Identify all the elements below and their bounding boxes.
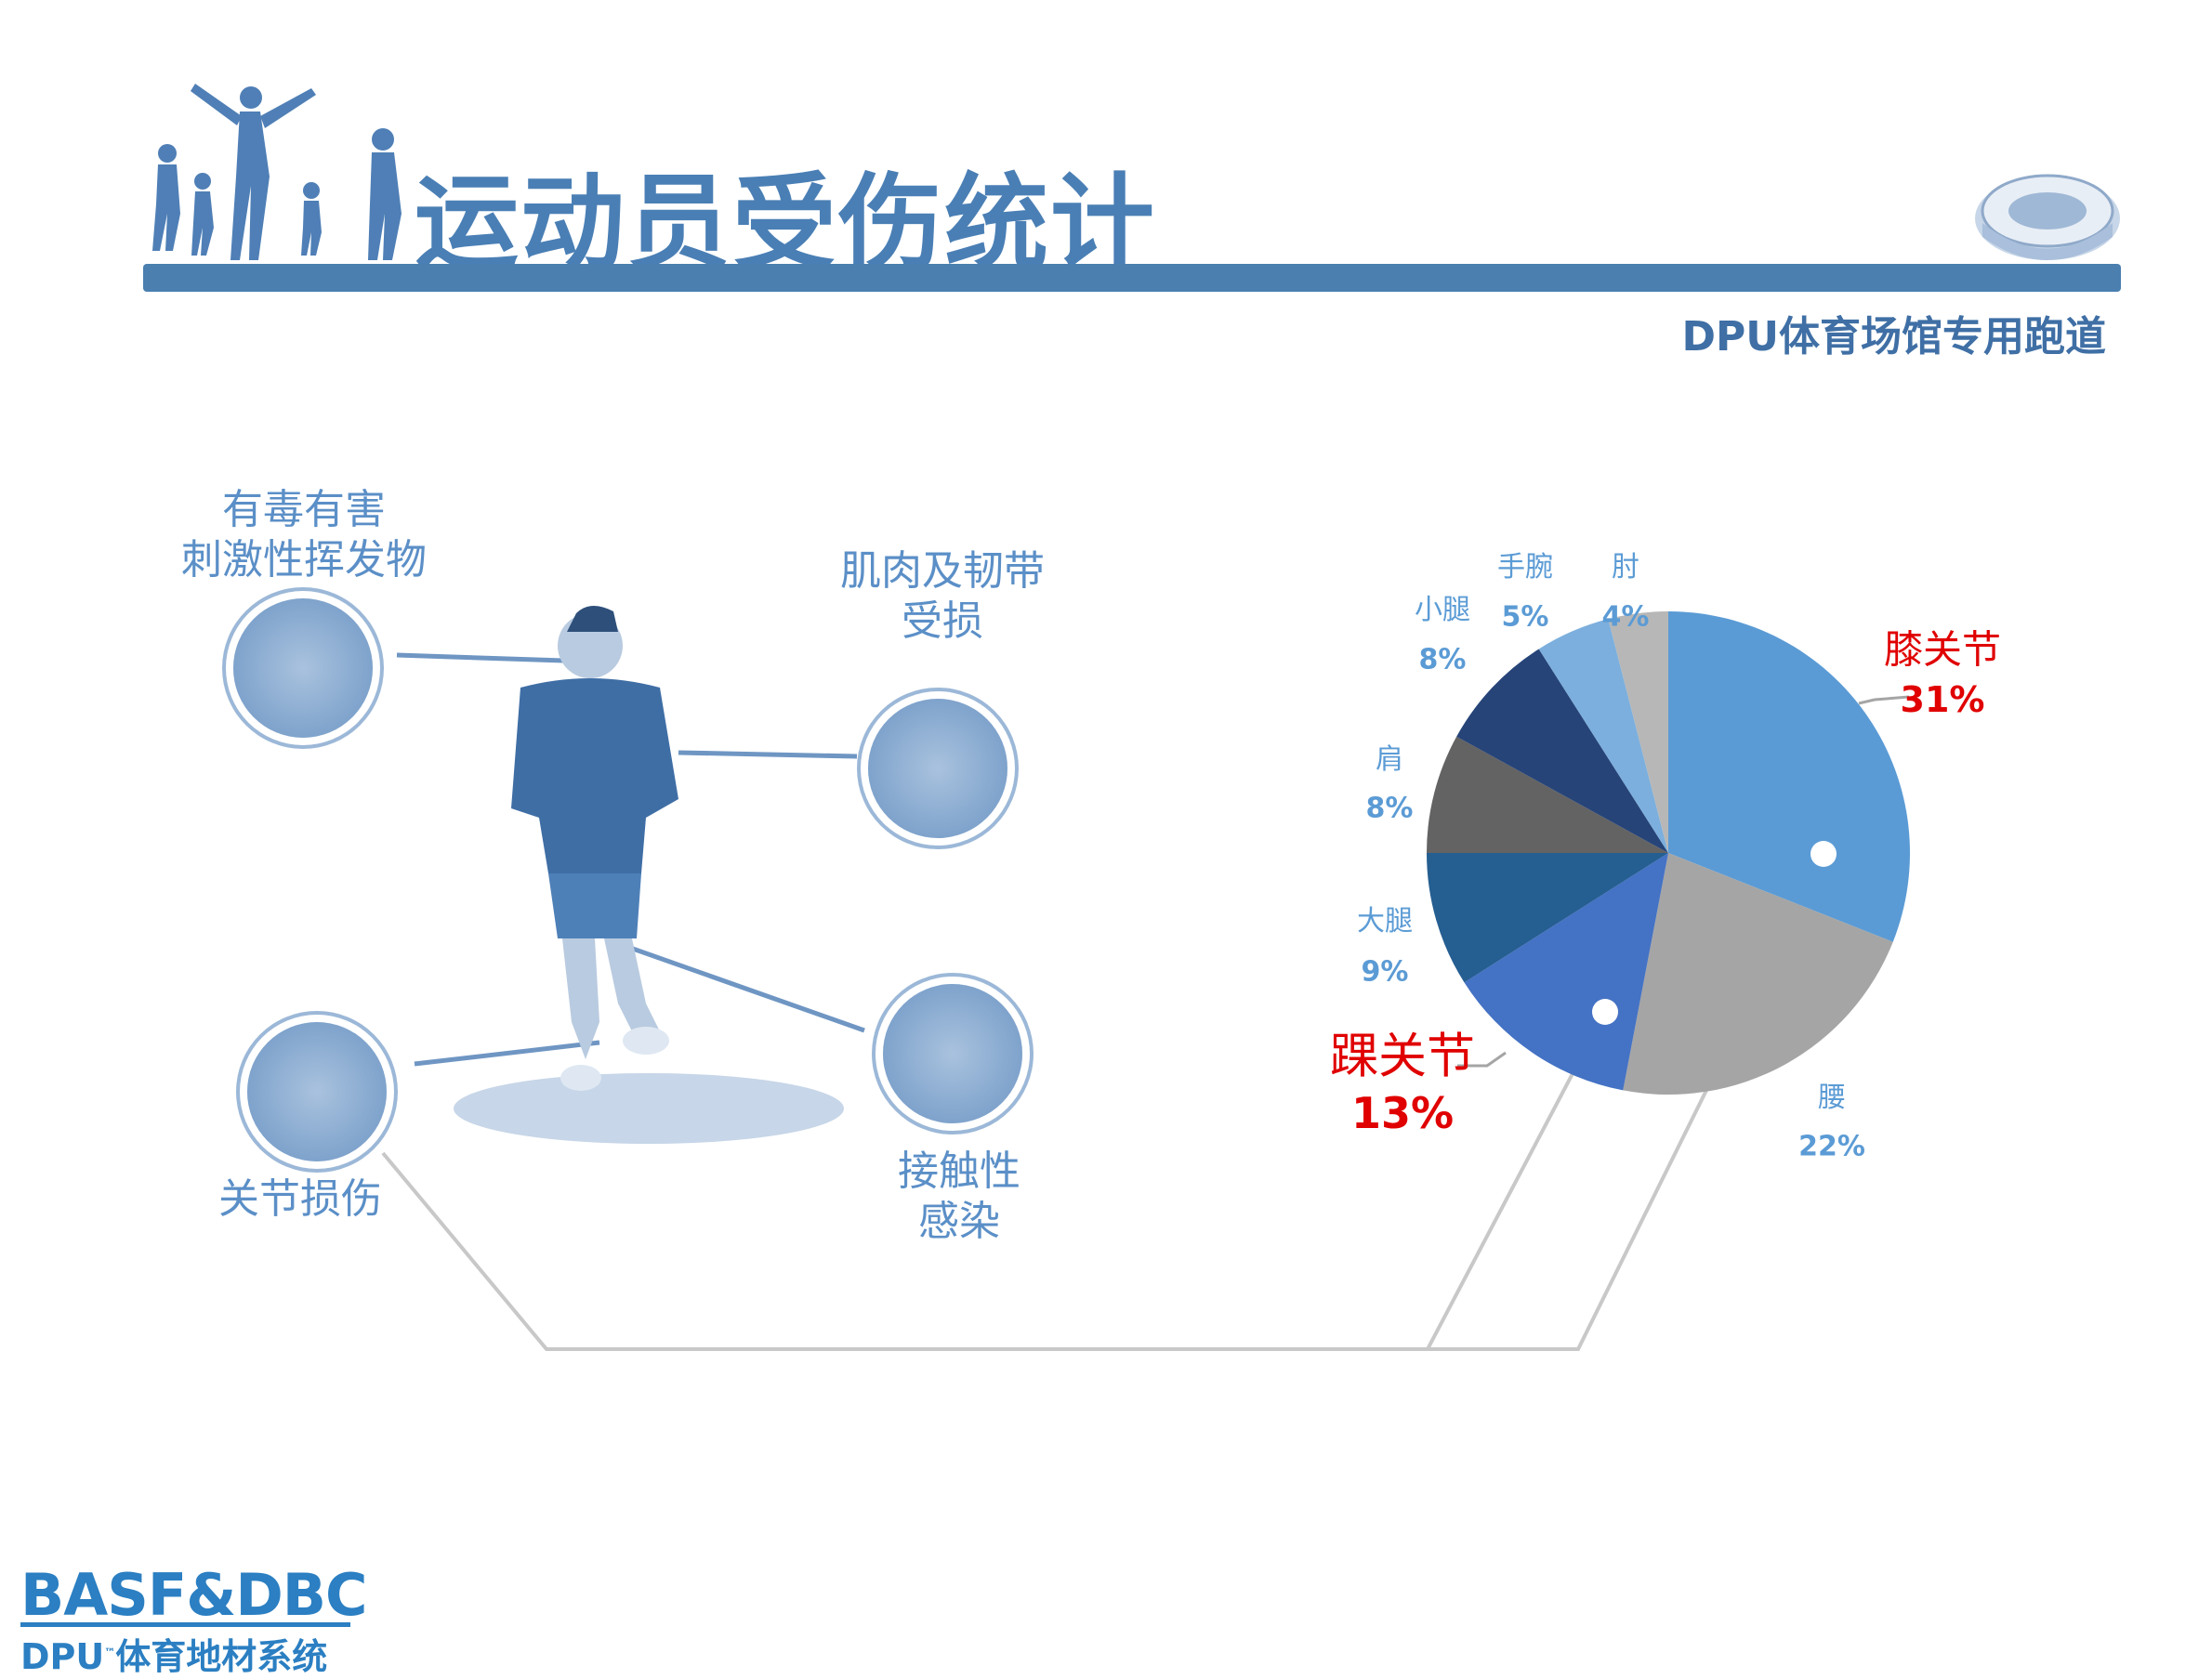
title-underline-bar — [143, 264, 2121, 292]
label-muscle-ligament: 肌肉及韧带 受损 — [840, 546, 1045, 647]
shoe-icon — [247, 1022, 387, 1161]
pie-label-waist: 腰 — [1818, 1082, 1846, 1114]
skin-icon — [883, 984, 1022, 1123]
stadium-icon — [1975, 174, 2120, 260]
runners-silhouette-icon — [152, 84, 402, 260]
label-line: 接触性 — [898, 1148, 1020, 1195]
label-line: 感染 — [918, 1198, 1000, 1245]
pie-value-ankle: 13% — [1350, 1088, 1455, 1138]
pie-leader-line — [1457, 1051, 1507, 1068]
label-line: 肌肉及韧带 — [840, 547, 1045, 595]
pie-slice — [1608, 611, 1668, 853]
pie-slice — [1623, 853, 1893, 1095]
pie-label-shoulder: 肩 — [1376, 743, 1403, 776]
logo-system: 体育地材系统 — [115, 1636, 328, 1677]
pie-value-shoulder: 8% — [1365, 792, 1414, 825]
label-line: 受损 — [902, 597, 983, 645]
pie-label-elbow: 肘 — [1612, 551, 1639, 584]
pie-value-waist: 22% — [1798, 1130, 1865, 1163]
pie-slice — [1668, 611, 1910, 942]
pie-value-knee: 31% — [1900, 679, 1985, 720]
label-contact-infection: 接触性 感染 — [898, 1147, 1020, 1247]
pie-value-calf: 8% — [1418, 643, 1467, 676]
label-line: 有毒有害 — [222, 486, 386, 533]
logo-divider — [20, 1622, 350, 1627]
pie-label-calf: 小腿 — [1415, 594, 1470, 626]
pie-slice — [1464, 853, 1668, 1091]
page-subtitle: DPU体育场馆专用跑道 — [1681, 313, 2107, 361]
pie-value-thigh: 9% — [1361, 955, 1409, 989]
pie-value-elbow: 4% — [1601, 600, 1650, 634]
highlight-dot — [1592, 999, 1618, 1025]
pie-label-ankle: 踝关节 — [1329, 1029, 1476, 1085]
highlight-dot — [1810, 841, 1837, 867]
pie-label-knee: 膝关节 — [1883, 626, 2002, 673]
pie-slice — [1538, 619, 1668, 853]
label-line: 刺激性挥发物 — [181, 536, 427, 584]
label-joint-injury: 关节损伤 — [218, 1174, 382, 1225]
pie-label-wrist: 手腕 — [1497, 551, 1553, 584]
pie-label-thigh: 大腿 — [1357, 905, 1413, 938]
pie-slice — [1427, 853, 1668, 983]
label-line: 关节损伤 — [218, 1175, 382, 1223]
label-toxic-volatiles: 有毒有害 刺激性挥发物 — [181, 485, 427, 585]
pie-slice — [1456, 649, 1668, 853]
logo-dpu: DPU — [20, 1636, 105, 1677]
pie-leader-line — [1858, 695, 1910, 705]
runner-illustration — [454, 605, 844, 1144]
logo-brand: BASF&DBC — [20, 1561, 368, 1629]
pie-value-wrist: 5% — [1501, 600, 1549, 634]
brain-icon — [233, 598, 373, 738]
pie-slice — [1427, 736, 1668, 853]
logo-tm: ™ — [104, 1646, 116, 1659]
arm-icon — [868, 699, 1007, 838]
logo-tagline: DPU™体育地材系统 — [20, 1628, 327, 1679]
